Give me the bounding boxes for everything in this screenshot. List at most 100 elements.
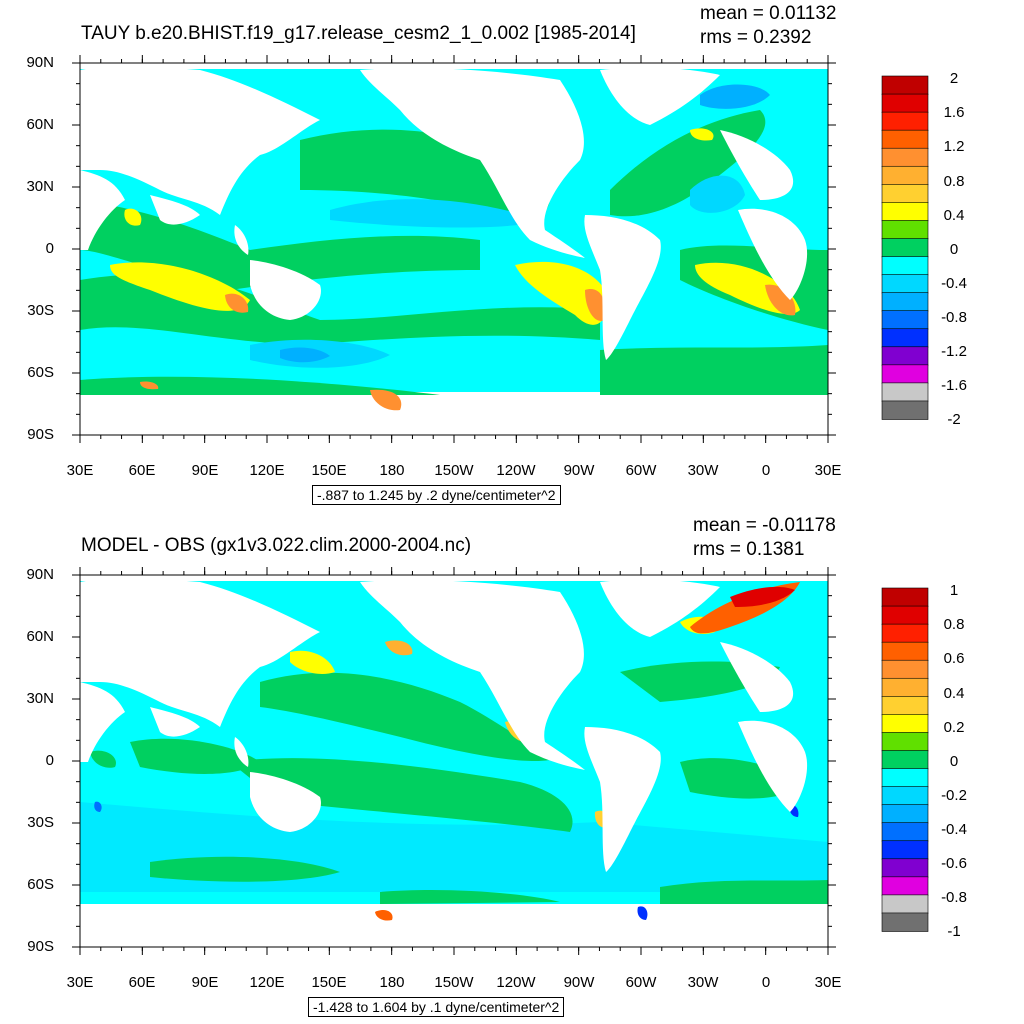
lon-label: 150E [311, 462, 347, 479]
lat-label: 30N [26, 178, 54, 195]
colorbar-swatch [881, 677, 929, 698]
map-bottom-field [80, 575, 828, 947]
colorbar-swatch [881, 220, 929, 240]
colorbar-swatch [881, 912, 929, 932]
lon-label: 60W [625, 974, 657, 991]
colorbar-label: -1 [947, 923, 961, 940]
lat-label: 0 [45, 752, 54, 769]
colorbar-swatch [881, 623, 929, 643]
lat-label: 60S [27, 876, 54, 893]
colorbar-label: 0.8 [943, 616, 965, 633]
colorbar-swatch [881, 605, 929, 625]
colorbar-swatch [881, 804, 929, 824]
lon-label: 60E [128, 974, 156, 991]
lon-label: 150W [434, 974, 474, 991]
colorbar-swatch [881, 346, 929, 366]
colorbar-top [881, 75, 929, 420]
colorbar-label: 0.2 [943, 719, 965, 736]
lat-label: 60N [26, 116, 54, 133]
lon-label: 30E [66, 974, 94, 991]
colorbar-label: 0.8 [943, 173, 965, 190]
colorbar-swatch [881, 732, 929, 752]
panel-bottom-mean: mean = -0.01178 [693, 515, 836, 536]
colorbar-swatch [881, 310, 929, 330]
colorbar-swatch [881, 382, 929, 402]
colorbar-swatch [881, 184, 929, 204]
colorbar-label: -1.6 [941, 377, 967, 394]
colorbar-swatch [881, 786, 929, 806]
lat-label: 90N [26, 54, 54, 71]
colorbar-swatch [881, 75, 929, 95]
panel-bottom-contour-info: -1.428 to 1.604 by .1 dyne/centimeter^2 [308, 997, 565, 1017]
lon-label: 180 [379, 974, 405, 991]
colorbar-swatch [881, 111, 929, 131]
colorbar-swatch [881, 641, 929, 662]
lat-label: 60S [27, 364, 54, 381]
colorbar-label: -0.2 [941, 787, 967, 804]
lat-label: 30S [27, 814, 54, 831]
lon-label: 60E [128, 462, 156, 479]
lon-label: 150E [311, 974, 347, 991]
lon-label: 90E [191, 462, 219, 479]
lon-label: 0 [761, 462, 771, 479]
lat-label: 30S [27, 302, 54, 319]
colorbar-swatch [881, 238, 929, 258]
panel-bottom-title: MODEL - OBS (gx1v3.022.clim.2000-2004.nc… [81, 535, 472, 556]
colorbar-label: -0.8 [941, 309, 967, 326]
map-top-ticks [72, 55, 836, 443]
panel-top-title: TAUY b.e20.BHIST.f19_g17.release_cesm2_1… [81, 23, 636, 44]
lon-label: 120E [249, 462, 285, 479]
map-top-field [80, 63, 828, 435]
colorbar-swatch [881, 165, 929, 186]
panel-top: TAUY b.e20.BHIST.f19_g17.release_cesm2_1… [26, 4, 967, 505]
panel-bottom: MODEL - OBS (gx1v3.022.clim.2000-2004.nc… [0, 512, 1024, 1024]
colorbar-swatch [881, 202, 929, 222]
colorbar-label: -0.8 [941, 889, 967, 906]
colorbar-swatch [881, 256, 929, 276]
lon-label: 90W [563, 974, 595, 991]
lat-label: 90N [26, 566, 54, 583]
panel-top-contour-info: -.887 to 1.245 by .2 dyne/centimeter^2 [312, 485, 561, 505]
colorbar-swatch [881, 768, 929, 788]
colorbar-swatch [881, 274, 929, 294]
lon-label: 120E [249, 974, 285, 991]
lon-label: 30W [687, 462, 719, 479]
lon-label: 30E [66, 462, 94, 479]
lon-label: 180 [379, 462, 405, 479]
lon-label: 120W [496, 974, 536, 991]
lon-label: 90E [191, 974, 219, 991]
colorbar-swatch [881, 659, 929, 680]
colorbar-label: 0 [949, 241, 959, 258]
colorbar-swatch [881, 714, 929, 734]
colorbar-swatch [881, 147, 929, 168]
lon-label: 90W [563, 462, 595, 479]
colorbar-label: -0.6 [941, 855, 967, 872]
colorbar-swatch [881, 364, 929, 384]
lon-label: 120W [496, 462, 536, 479]
colorbar-swatch [881, 894, 929, 914]
colorbar-label: -2 [947, 411, 961, 428]
lon-label: 30E [814, 462, 842, 479]
lon-label: 30E [814, 974, 842, 991]
lon-label: 0 [761, 974, 771, 991]
colorbar-swatch [881, 750, 929, 770]
colorbar-swatch [881, 696, 929, 716]
colorbar-label: -0.4 [941, 275, 967, 292]
colorbar-label: 1 [949, 582, 959, 599]
colorbar-label: 0.4 [943, 685, 965, 702]
colorbar-swatch [881, 840, 929, 860]
map-bottom-ticks [72, 567, 836, 955]
colorbar-swatch [881, 858, 929, 878]
colorbar-swatch [881, 876, 929, 896]
colorbar-label: 0 [949, 753, 959, 770]
colorbar-swatch [881, 292, 929, 312]
colorbar-label: -1.2 [941, 343, 967, 360]
colorbar-label: 1.6 [943, 104, 965, 121]
colorbar-label: 1.2 [943, 138, 965, 155]
colorbar-label: 2 [949, 70, 959, 87]
lon-label: 150W [434, 462, 474, 479]
colorbar-swatch [881, 587, 929, 607]
colorbar-swatch [881, 93, 929, 113]
colorbar-swatch [881, 129, 929, 150]
panel-top-rms: rms = 0.2392 [700, 27, 812, 48]
